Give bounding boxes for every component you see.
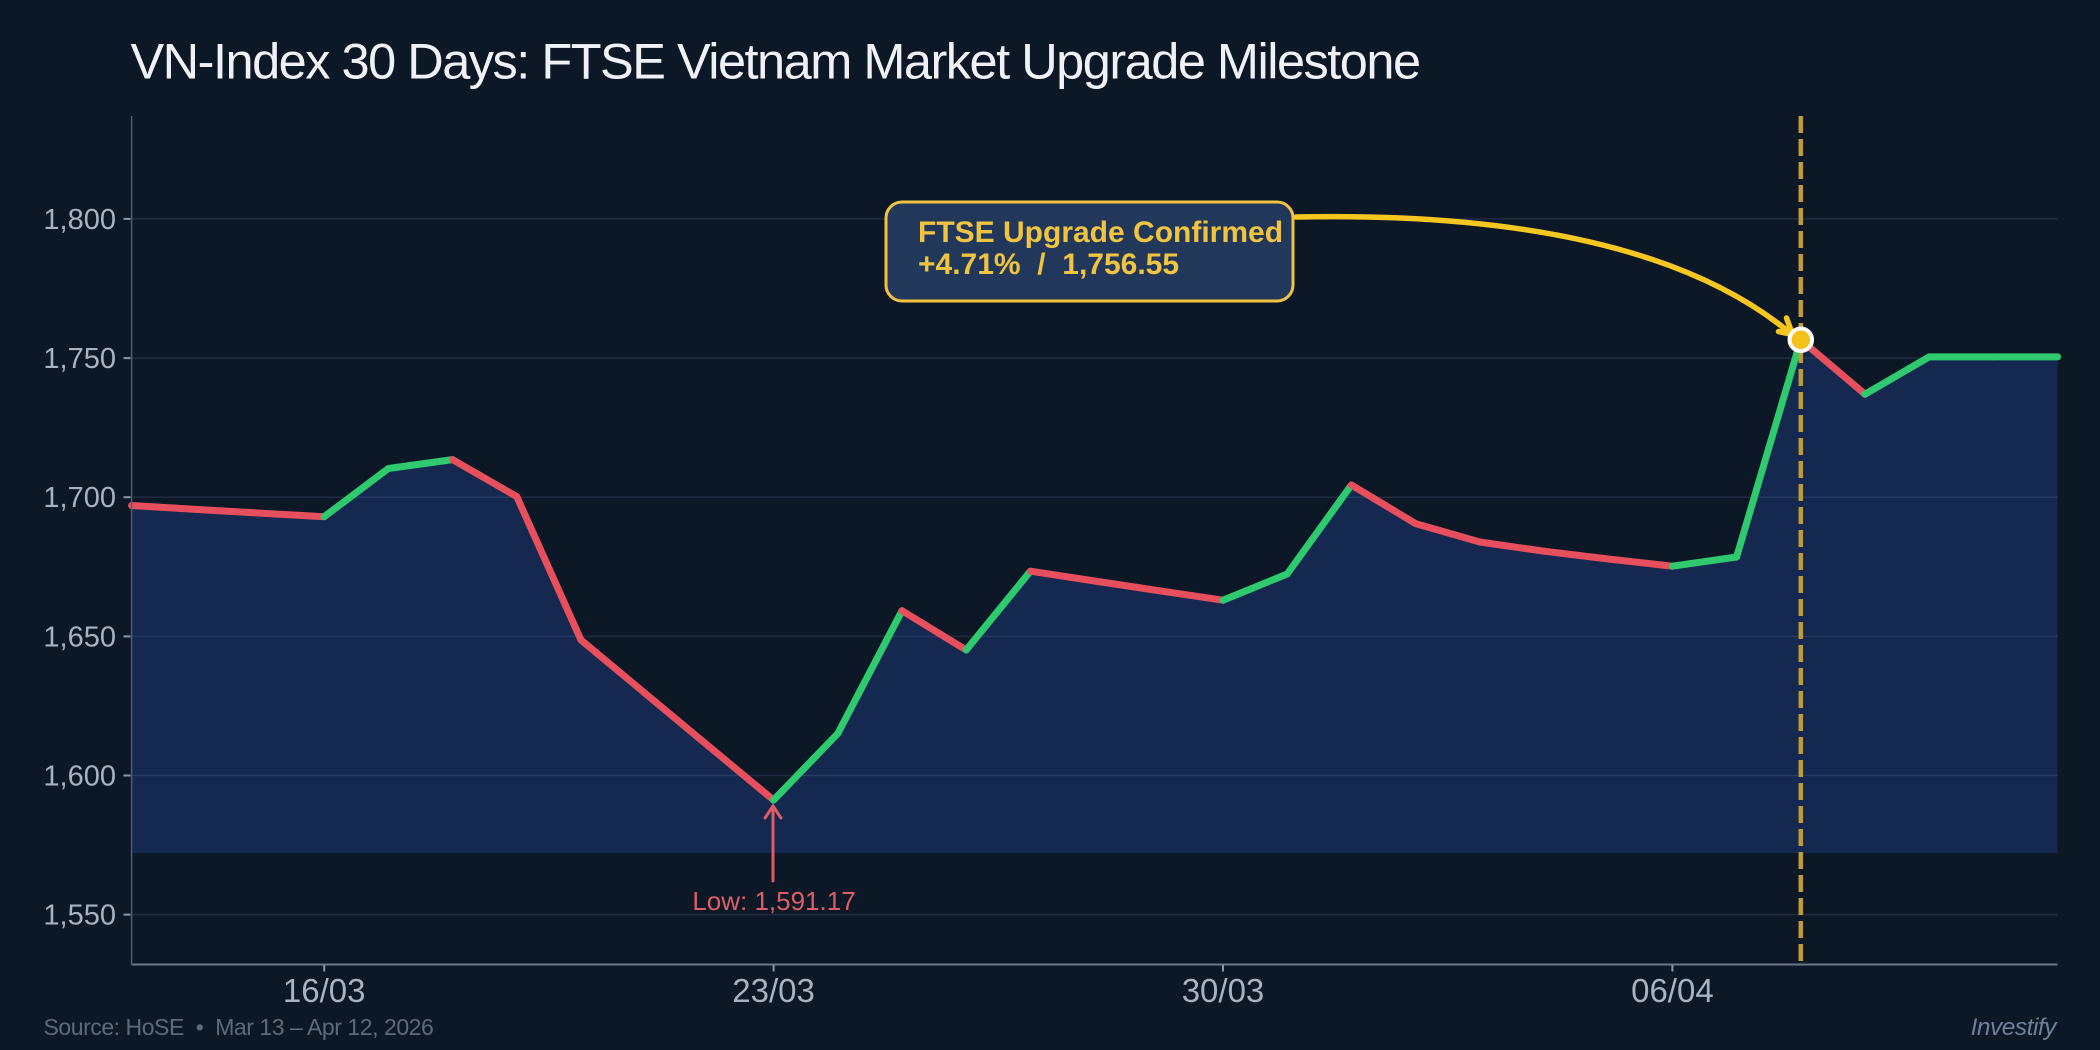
- svg-text:FTSE Upgrade Confirmed: FTSE Upgrade Confirmed: [918, 216, 1283, 249]
- svg-text:Low: 1,591.17: Low: 1,591.17: [692, 886, 855, 916]
- svg-text:VN-Index 30 Days: FTSE Vietnam: VN-Index 30 Days: FTSE Vietnam Market Up…: [131, 33, 1420, 90]
- svg-text:1,750: 1,750: [43, 343, 116, 375]
- svg-text:30/03: 30/03: [1182, 972, 1265, 1009]
- svg-text:06/04: 06/04: [1631, 972, 1714, 1009]
- svg-text:+4.71% / 1,756.55: +4.71% / 1,756.55: [918, 248, 1179, 281]
- svg-text:1,650: 1,650: [43, 621, 116, 653]
- svg-text:1,800: 1,800: [43, 204, 116, 236]
- svg-text:23/03: 23/03: [732, 972, 815, 1009]
- svg-text:1,700: 1,700: [43, 482, 116, 514]
- svg-text:Source: HoSE • Mar 13 – Apr: Source: HoSE • Mar 13 – Apr 12, 2026: [44, 1014, 434, 1040]
- svg-text:1,600: 1,600: [43, 761, 116, 793]
- svg-text:1,550: 1,550: [43, 900, 116, 932]
- svg-text:16/03: 16/03: [283, 972, 366, 1009]
- svg-text:Investify: Investify: [1971, 1014, 2059, 1041]
